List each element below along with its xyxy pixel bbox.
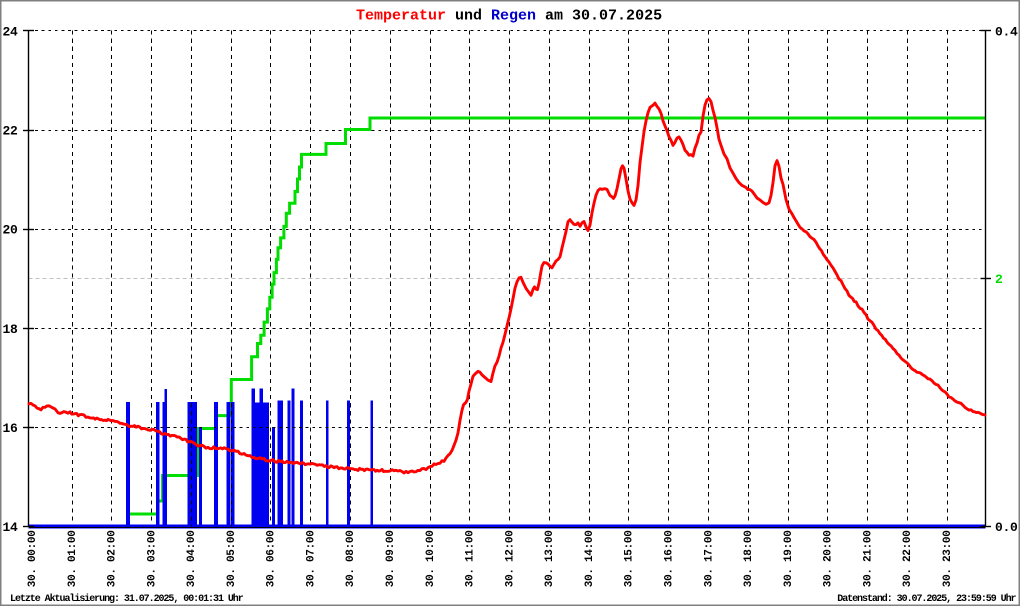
- svg-text:30. 09:00: 30. 09:00: [385, 531, 397, 588]
- svg-text:30. 19:00: 30. 19:00: [783, 531, 795, 588]
- svg-text:0.0: 0.0: [995, 520, 1018, 535]
- svg-text:22: 22: [2, 123, 18, 138]
- svg-text:30. 05:00: 30. 05:00: [226, 531, 238, 588]
- svg-text:Temperatur und Regen am 30.07.: Temperatur und Regen am 30.07.2025: [356, 8, 662, 25]
- svg-text:30. 17:00: 30. 17:00: [703, 531, 715, 588]
- svg-text:Datenstand: 30.07.2025, 23:59:: Datenstand: 30.07.2025, 23:59:59 Uhr: [837, 593, 1016, 605]
- svg-text:30. 12:00: 30. 12:00: [504, 531, 516, 588]
- svg-text:30. 13:00: 30. 13:00: [544, 531, 556, 588]
- svg-text:30. 04:00: 30. 04:00: [186, 531, 198, 588]
- svg-text:20: 20: [2, 223, 18, 238]
- svg-text:16: 16: [2, 421, 18, 436]
- svg-text:0.4: 0.4: [995, 24, 1018, 39]
- svg-text:30. 07:00: 30. 07:00: [305, 531, 317, 588]
- svg-text:30. 22:00: 30. 22:00: [902, 531, 914, 588]
- svg-text:Letzte Aktualisierung: 31.07.2: Letzte Aktualisierung: 31.07.2025, 00:01…: [10, 593, 244, 605]
- svg-text:30. 16:00: 30. 16:00: [663, 531, 675, 588]
- svg-text:14: 14: [2, 520, 18, 535]
- svg-text:30. 10:00: 30. 10:00: [425, 531, 437, 588]
- svg-text:30. 15:00: 30. 15:00: [624, 531, 636, 588]
- svg-text:30. 00:00: 30. 00:00: [27, 531, 39, 588]
- svg-text:30. 14:00: 30. 14:00: [584, 531, 596, 588]
- svg-text:30. 01:00: 30. 01:00: [67, 531, 79, 588]
- svg-text:24: 24: [2, 24, 18, 39]
- svg-text:30. 02:00: 30. 02:00: [107, 531, 119, 588]
- svg-text:30. 11:00: 30. 11:00: [465, 531, 477, 588]
- svg-text:30. 18:00: 30. 18:00: [743, 531, 755, 588]
- svg-text:30. 06:00: 30. 06:00: [266, 531, 278, 588]
- svg-text:30. 08:00: 30. 08:00: [345, 531, 357, 588]
- svg-text:2: 2: [995, 272, 1003, 287]
- svg-text:30. 21:00: 30. 21:00: [862, 531, 874, 588]
- svg-text:18: 18: [2, 322, 18, 337]
- svg-text:30. 23:00: 30. 23:00: [942, 531, 954, 588]
- svg-text:30. 20:00: 30. 20:00: [823, 531, 835, 588]
- svg-text:30. 03:00: 30. 03:00: [146, 531, 158, 588]
